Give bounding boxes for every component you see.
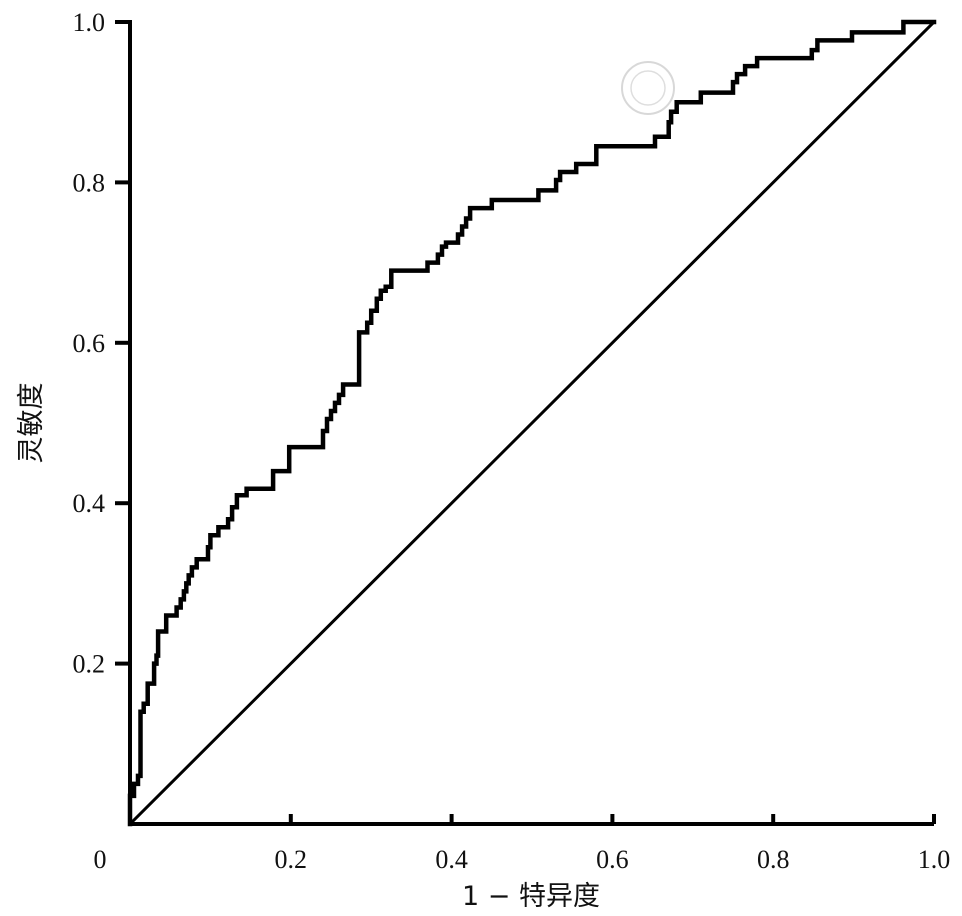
reference-diagonal-line: [127, 19, 937, 827]
y-axis-title: 灵敏度: [16, 383, 47, 464]
watermark-seal-inner-icon: [630, 70, 666, 106]
y-tick-label: 0.8: [73, 168, 106, 197]
series-layer: [127, 19, 937, 827]
watermark-seal-icon: [621, 61, 675, 115]
x-tick-label: 0.4: [435, 845, 468, 874]
x-axis-ticks: 0 0.2 0.4 0.6 0.8 1.0: [94, 814, 951, 874]
x-axis-title: 1 − 特异度: [462, 881, 600, 912]
y-tick-label: 0.6: [73, 329, 106, 358]
y-tick-label: 0.4: [73, 489, 106, 518]
watermark: [621, 61, 675, 115]
y-tick-label: 0.2: [73, 650, 106, 679]
x-tick-label: 0.8: [757, 845, 790, 874]
y-tick-label: 1.0: [73, 8, 106, 37]
x-tick-label: 0.2: [275, 845, 308, 874]
x-tick-label: 0: [94, 845, 107, 874]
y-axis-ticks: 0.2 0.4 0.6 0.8 1.0: [73, 8, 130, 679]
axes: [128, 20, 934, 826]
x-tick-label: 1.0: [918, 845, 951, 874]
roc-curve-line: [127, 19, 937, 827]
x-tick-label: 0.6: [596, 845, 629, 874]
